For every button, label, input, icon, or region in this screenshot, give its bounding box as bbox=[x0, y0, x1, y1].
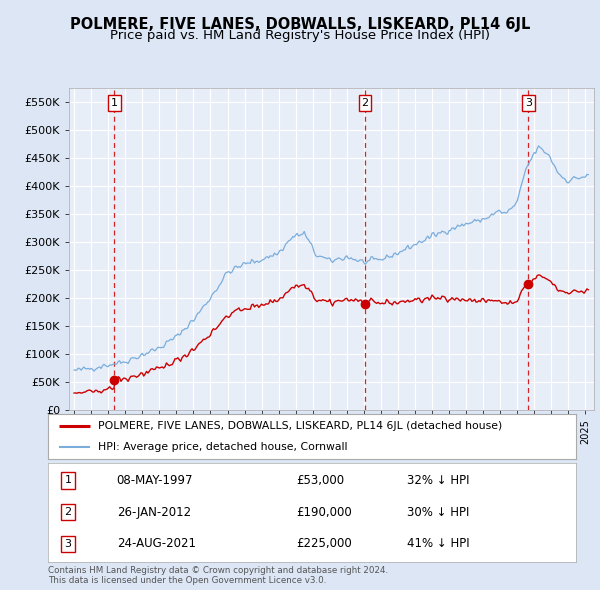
Text: POLMERE, FIVE LANES, DOBWALLS, LISKEARD, PL14 6JL (detached house): POLMERE, FIVE LANES, DOBWALLS, LISKEARD,… bbox=[98, 421, 502, 431]
Text: POLMERE, FIVE LANES, DOBWALLS, LISKEARD, PL14 6JL: POLMERE, FIVE LANES, DOBWALLS, LISKEARD,… bbox=[70, 17, 530, 31]
Text: 32% ↓ HPI: 32% ↓ HPI bbox=[407, 474, 470, 487]
Text: Contains HM Land Registry data © Crown copyright and database right 2024.: Contains HM Land Registry data © Crown c… bbox=[48, 566, 388, 575]
Text: This data is licensed under the Open Government Licence v3.0.: This data is licensed under the Open Gov… bbox=[48, 576, 326, 585]
Text: £225,000: £225,000 bbox=[296, 537, 352, 550]
Text: 26-JAN-2012: 26-JAN-2012 bbox=[116, 506, 191, 519]
Text: HPI: Average price, detached house, Cornwall: HPI: Average price, detached house, Corn… bbox=[98, 442, 347, 452]
Text: £53,000: £53,000 bbox=[296, 474, 344, 487]
Text: 2: 2 bbox=[362, 98, 368, 108]
Text: 30% ↓ HPI: 30% ↓ HPI bbox=[407, 506, 469, 519]
Text: 08-MAY-1997: 08-MAY-1997 bbox=[116, 474, 193, 487]
Text: 3: 3 bbox=[525, 98, 532, 108]
Text: 2: 2 bbox=[65, 507, 71, 517]
Text: 1: 1 bbox=[65, 476, 71, 486]
Text: £190,000: £190,000 bbox=[296, 506, 352, 519]
Text: Price paid vs. HM Land Registry's House Price Index (HPI): Price paid vs. HM Land Registry's House … bbox=[110, 29, 490, 42]
Text: 24-AUG-2021: 24-AUG-2021 bbox=[116, 537, 196, 550]
Text: 3: 3 bbox=[65, 539, 71, 549]
Text: 1: 1 bbox=[111, 98, 118, 108]
Text: 41% ↓ HPI: 41% ↓ HPI bbox=[407, 537, 470, 550]
